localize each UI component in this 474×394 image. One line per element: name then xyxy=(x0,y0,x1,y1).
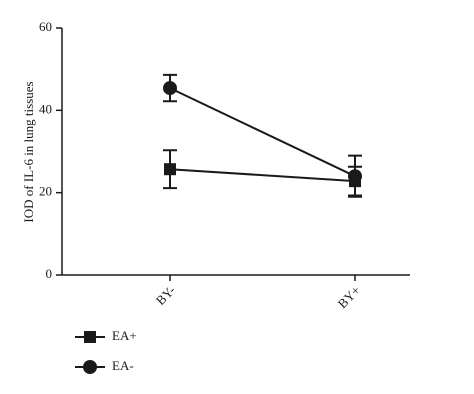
y-tick-label: 20 xyxy=(39,184,52,199)
y-axis-label: IOD of IL-6 in lung tissues xyxy=(21,81,36,222)
y-tick-label: 40 xyxy=(39,101,52,116)
series-line xyxy=(169,168,356,183)
x-tick-label: BY+ xyxy=(335,283,364,312)
data-point xyxy=(164,163,176,176)
x-tick-label: BY- xyxy=(153,283,178,308)
legend-label: EA- xyxy=(112,358,134,373)
y-tick-label: 60 xyxy=(39,19,52,34)
legend-marker xyxy=(84,331,96,343)
series-line xyxy=(169,87,356,178)
data-point xyxy=(163,81,177,96)
legend-marker xyxy=(83,360,97,374)
legend-label: EA+ xyxy=(112,328,137,343)
data-point xyxy=(348,169,362,184)
y-tick-label: 0 xyxy=(46,266,53,281)
